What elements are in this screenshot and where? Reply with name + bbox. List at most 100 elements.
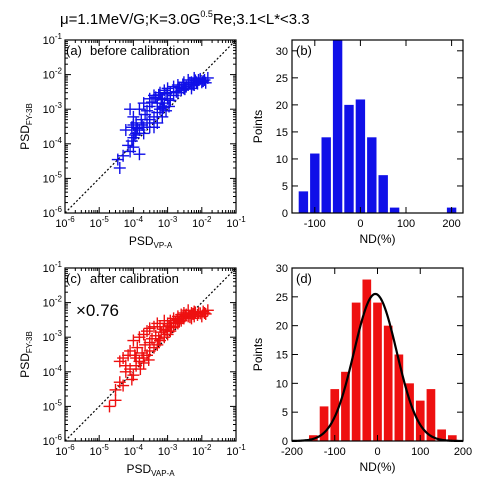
y-tick-label: 15 bbox=[276, 127, 288, 139]
x-tick-label: -100 bbox=[324, 446, 346, 458]
data-point bbox=[141, 104, 154, 117]
data-point bbox=[152, 332, 165, 345]
tick-label: 10-6 bbox=[55, 215, 75, 230]
tick-label: 10-5 bbox=[43, 170, 63, 185]
bar bbox=[426, 389, 436, 441]
bar bbox=[332, 40, 343, 213]
tick-label: 10-2 bbox=[192, 215, 212, 230]
data-point bbox=[176, 78, 189, 91]
tick-label: 10-4 bbox=[43, 136, 63, 151]
data-point bbox=[117, 352, 130, 365]
tick-label: 10-5 bbox=[90, 443, 110, 458]
tick-label: 10-1 bbox=[226, 443, 246, 458]
data-point bbox=[151, 116, 164, 129]
data-point bbox=[163, 320, 176, 333]
data-point bbox=[178, 83, 191, 96]
data-point bbox=[125, 135, 138, 148]
data-point bbox=[136, 346, 149, 359]
figure-title-suffix: Re;3.1<L*<3.3 bbox=[213, 11, 310, 28]
data-point bbox=[133, 148, 146, 161]
tick-label: 10-2 bbox=[192, 443, 212, 458]
data-point bbox=[155, 326, 168, 339]
data-point bbox=[160, 87, 173, 100]
data-point bbox=[125, 121, 138, 134]
y-tick-label: 15 bbox=[276, 350, 288, 362]
y-tick-label: 5 bbox=[282, 407, 288, 419]
data-point bbox=[189, 306, 202, 319]
data-point bbox=[171, 313, 184, 326]
data-point bbox=[197, 305, 210, 318]
x-tick-label: 100 bbox=[397, 218, 415, 230]
bar bbox=[321, 137, 331, 213]
data-point bbox=[137, 356, 150, 369]
bar bbox=[310, 153, 320, 213]
x-tick-label: 200 bbox=[442, 218, 460, 230]
data-point bbox=[103, 400, 116, 413]
data-point bbox=[157, 323, 170, 336]
plot-frame bbox=[64, 39, 237, 214]
data-point bbox=[135, 113, 148, 126]
data-point bbox=[155, 93, 168, 106]
plot-frame bbox=[64, 267, 237, 442]
data-point bbox=[197, 75, 210, 88]
x-tick-label: 200 bbox=[454, 446, 472, 458]
tick-label: 10-5 bbox=[90, 215, 110, 230]
data-point bbox=[130, 352, 143, 365]
data-point bbox=[117, 379, 130, 392]
tick-label: 10-3 bbox=[158, 215, 178, 230]
data-point bbox=[152, 88, 165, 101]
tick-label: 10-4 bbox=[43, 364, 63, 379]
data-point bbox=[199, 307, 212, 320]
panel-title: before calibration bbox=[90, 43, 190, 58]
bar bbox=[437, 429, 446, 441]
y-tick-label: 5 bbox=[282, 181, 288, 193]
y-axis-label: Points bbox=[251, 338, 265, 371]
data-point bbox=[134, 363, 147, 376]
bar bbox=[447, 435, 457, 441]
bar bbox=[344, 104, 354, 213]
data-point bbox=[183, 311, 196, 324]
y-tick-label: 0 bbox=[282, 208, 288, 220]
tick-label: 10-6 bbox=[43, 205, 63, 220]
tick-label: 10-4 bbox=[124, 443, 144, 458]
plot-frame bbox=[291, 267, 464, 442]
x-axis-label: ND(%) bbox=[360, 232, 396, 246]
panel-label: (d) bbox=[296, 271, 312, 286]
bar bbox=[319, 406, 329, 441]
data-point bbox=[127, 141, 140, 154]
data-point bbox=[124, 103, 137, 116]
tick-label: 10-3 bbox=[158, 443, 178, 458]
x-axis-label: PSDVP-A bbox=[129, 234, 173, 250]
y-axis-label: PSDFY-3B bbox=[18, 103, 34, 150]
y-tick-label: 25 bbox=[276, 292, 288, 304]
scale-annotation: ×0.76 bbox=[76, 301, 119, 320]
figure-title-exponent: 0.5 bbox=[200, 9, 213, 19]
panel-label: (a) bbox=[66, 43, 82, 58]
bar bbox=[367, 137, 377, 213]
data-point bbox=[141, 325, 154, 338]
data-point bbox=[128, 128, 141, 141]
data-point bbox=[127, 118, 140, 131]
tick-label: 10-2 bbox=[43, 67, 63, 82]
tick-label: 10-1 bbox=[43, 260, 63, 275]
x-tick-label: -200 bbox=[281, 446, 303, 458]
data-point bbox=[127, 334, 140, 347]
data-point bbox=[119, 124, 132, 137]
data-point bbox=[163, 100, 176, 113]
tick-label: 10-1 bbox=[43, 32, 63, 47]
panel-a: 10-610-6 10-5 10-5 10-4 10-4 10-3 10-3 10-2 10-2… bbox=[18, 32, 246, 250]
y-tick-label: 0 bbox=[282, 436, 288, 448]
y-tick-label: 10 bbox=[276, 154, 288, 166]
tick-label: 10-2 bbox=[43, 295, 63, 310]
x-axis-label: PSDVAP-A bbox=[126, 462, 175, 478]
bar bbox=[355, 99, 366, 213]
data-point bbox=[109, 394, 122, 407]
figure-title: μ=1.1MeV/G;K=3.0G0.5Re;3.1<L*<3.3 bbox=[60, 9, 310, 28]
reference-line bbox=[64, 267, 237, 442]
tick-label: 10-3 bbox=[43, 329, 63, 344]
bar bbox=[415, 400, 425, 441]
data-point bbox=[113, 355, 126, 368]
data-point bbox=[137, 97, 150, 110]
panel-label: (b) bbox=[296, 43, 312, 58]
